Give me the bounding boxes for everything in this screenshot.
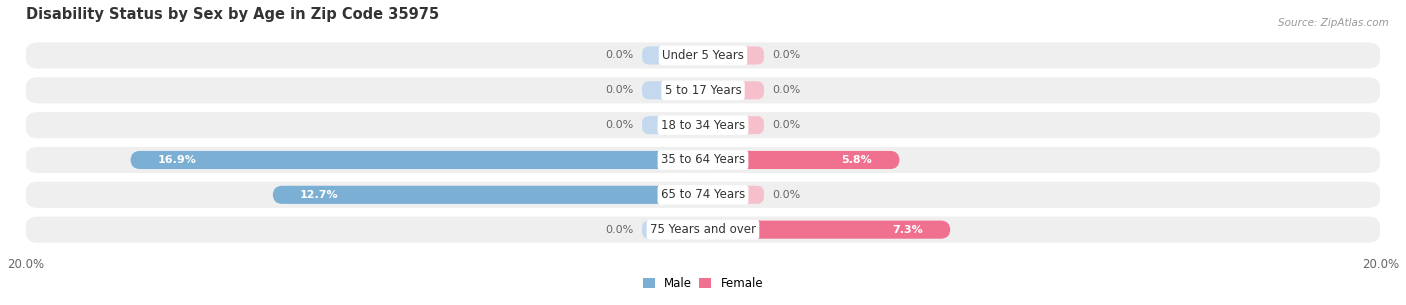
Text: 0.0%: 0.0%	[606, 225, 634, 235]
FancyBboxPatch shape	[703, 46, 763, 65]
Text: 0.0%: 0.0%	[606, 120, 634, 130]
Text: 0.0%: 0.0%	[606, 85, 634, 95]
Text: 0.0%: 0.0%	[772, 85, 800, 95]
FancyBboxPatch shape	[703, 186, 763, 204]
FancyBboxPatch shape	[703, 81, 763, 99]
FancyBboxPatch shape	[25, 147, 1381, 173]
FancyBboxPatch shape	[131, 151, 703, 169]
Text: 0.0%: 0.0%	[772, 190, 800, 200]
FancyBboxPatch shape	[25, 77, 1381, 103]
FancyBboxPatch shape	[25, 42, 1381, 69]
Text: 5 to 17 Years: 5 to 17 Years	[665, 84, 741, 97]
FancyBboxPatch shape	[703, 116, 763, 134]
Text: 0.0%: 0.0%	[606, 50, 634, 60]
FancyBboxPatch shape	[643, 46, 703, 65]
FancyBboxPatch shape	[643, 81, 703, 99]
Text: 12.7%: 12.7%	[299, 190, 339, 200]
FancyBboxPatch shape	[703, 151, 900, 169]
Text: Under 5 Years: Under 5 Years	[662, 49, 744, 62]
Text: 5.8%: 5.8%	[842, 155, 872, 165]
Text: 18 to 34 Years: 18 to 34 Years	[661, 119, 745, 132]
FancyBboxPatch shape	[273, 186, 703, 204]
Text: 65 to 74 Years: 65 to 74 Years	[661, 188, 745, 201]
FancyBboxPatch shape	[643, 116, 703, 134]
Text: 75 Years and over: 75 Years and over	[650, 223, 756, 236]
FancyBboxPatch shape	[25, 112, 1381, 138]
FancyBboxPatch shape	[703, 221, 950, 239]
Text: 7.3%: 7.3%	[893, 225, 924, 235]
Text: 0.0%: 0.0%	[772, 120, 800, 130]
Legend: Male, Female: Male, Female	[638, 272, 768, 295]
FancyBboxPatch shape	[25, 182, 1381, 208]
Text: 35 to 64 Years: 35 to 64 Years	[661, 153, 745, 167]
Text: Disability Status by Sex by Age in Zip Code 35975: Disability Status by Sex by Age in Zip C…	[25, 7, 439, 22]
FancyBboxPatch shape	[25, 217, 1381, 243]
Text: Source: ZipAtlas.com: Source: ZipAtlas.com	[1278, 18, 1389, 28]
FancyBboxPatch shape	[643, 221, 703, 239]
Text: 0.0%: 0.0%	[772, 50, 800, 60]
Text: 16.9%: 16.9%	[157, 155, 197, 165]
